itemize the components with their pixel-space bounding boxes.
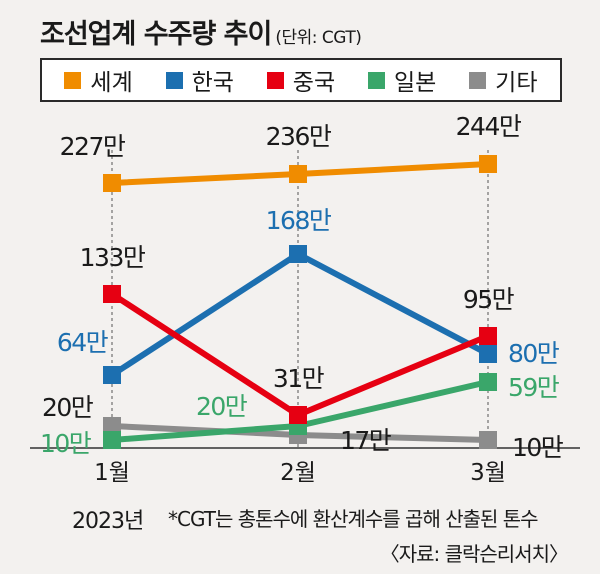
data-point: [103, 285, 121, 303]
series-layer: [103, 155, 497, 449]
data-label: 64만: [57, 328, 109, 357]
data-point: [289, 245, 307, 263]
data-label: 20만: [196, 392, 248, 421]
data-point: [479, 431, 497, 449]
chart-title: 조선업계 수주량 추이 (단위: CGT): [40, 12, 362, 51]
legend-swatch-japan: [367, 71, 385, 89]
data-label: 95만: [463, 285, 515, 314]
legend-item-japan: 일본: [367, 63, 437, 97]
legend-swatch-korea: [165, 71, 183, 89]
unit-label: (단위: CGT): [275, 28, 362, 48]
data-point: [479, 327, 497, 345]
legend-swatch-other: [469, 71, 487, 89]
data-point: [479, 373, 497, 391]
legend-swatch-world: [64, 71, 82, 89]
x-tick-label: 3월: [470, 460, 506, 486]
data-label: 244만: [456, 112, 522, 141]
footnote: *CGT는 총톤수에 환산계수를 곱해 산출된 톤수: [168, 507, 539, 531]
data-label: 20만: [42, 393, 94, 422]
data-label: 10만: [512, 433, 564, 462]
title-text: 조선업계 수주량 추이: [40, 19, 272, 50]
legend-label-other: 기타: [495, 70, 538, 96]
x-ticks: 1월 2월 3월: [94, 460, 506, 486]
x-tick-label: 1월: [94, 460, 130, 486]
data-label: 31만: [273, 364, 325, 393]
data-label: 59만: [508, 373, 560, 402]
x-tick-label: 2월: [280, 460, 316, 486]
legend-item-world: 세계: [64, 63, 133, 97]
data-label-layer: 227만 236만 244만 64만 168만 80만 133만 31만 95만 10만 20만 59…: [40, 112, 565, 462]
data-point: [103, 417, 121, 435]
data-point: [103, 174, 121, 192]
data-label: 10만: [40, 429, 92, 458]
legend: 세계 한국 중국 일본 기타: [40, 58, 562, 102]
legend-label-china: 중국: [292, 70, 336, 96]
source-label: 〈자료: 클락슨리서치〉: [379, 542, 569, 566]
guide-lines: [111, 150, 489, 448]
data-point: [289, 165, 307, 183]
data-label: 80만: [508, 339, 560, 368]
data-label: 17만: [340, 426, 392, 455]
data-point: [103, 366, 121, 384]
legend-item-china: 중국: [266, 63, 336, 97]
data-label: 236만: [266, 122, 332, 151]
legend-item-korea: 한국: [165, 63, 234, 97]
legend-label-world: 세계: [90, 70, 133, 96]
data-point: [479, 155, 497, 173]
data-point: [103, 431, 121, 449]
data-label: 133만: [80, 243, 146, 272]
data-point: [289, 406, 307, 424]
data-point: [479, 345, 497, 363]
year-label: 2023년: [72, 509, 144, 534]
legend-item-other: 기타: [469, 63, 538, 97]
legend-label-korea: 한국: [191, 70, 234, 96]
legend-label-japan: 일본: [393, 70, 437, 96]
legend-swatch-china: [266, 71, 284, 89]
data-label: 227만: [60, 132, 126, 161]
data-label: 168만: [266, 206, 332, 235]
